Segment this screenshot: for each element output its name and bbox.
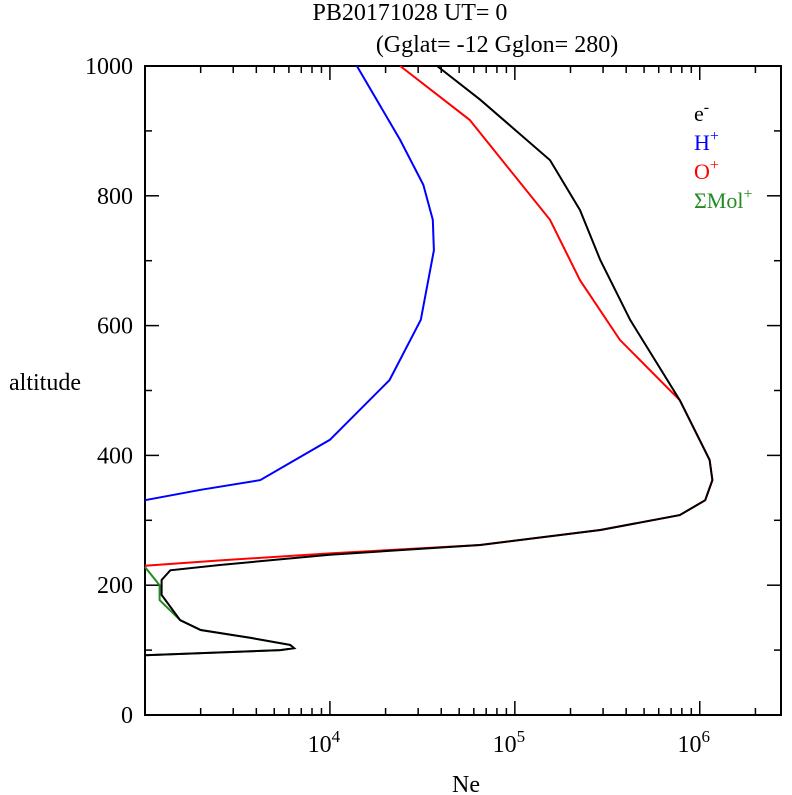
legend-entry: e- (694, 99, 709, 126)
series-line-0 (144, 65, 714, 657)
y-axis-label: altitude (9, 370, 81, 396)
y-tick-label: 400 (97, 443, 133, 469)
legend-entry: ΣMol+ (694, 186, 753, 213)
x-axis-label: Ne (452, 772, 480, 795)
chart-subtitle: (Gglat= -12 Gglon= 280) (376, 32, 618, 58)
y-tick-label: 600 (97, 314, 133, 340)
y-tick-label: 0 (121, 703, 133, 729)
plot-frame (144, 65, 782, 716)
x-tick-label: 105 (493, 727, 526, 758)
y-tick-label: 1000 (85, 54, 133, 80)
chart-title: PB20171028 UT= 0 (313, 0, 508, 26)
legend-entry: O+ (694, 157, 719, 184)
x-tick-label: 104 (308, 727, 341, 758)
y-tick-label: 200 (97, 573, 133, 599)
series-line-1 (144, 65, 435, 502)
legend-entry: H+ (694, 128, 719, 155)
y-tick-label: 800 (97, 184, 133, 210)
x-tick-label: 106 (678, 727, 711, 758)
